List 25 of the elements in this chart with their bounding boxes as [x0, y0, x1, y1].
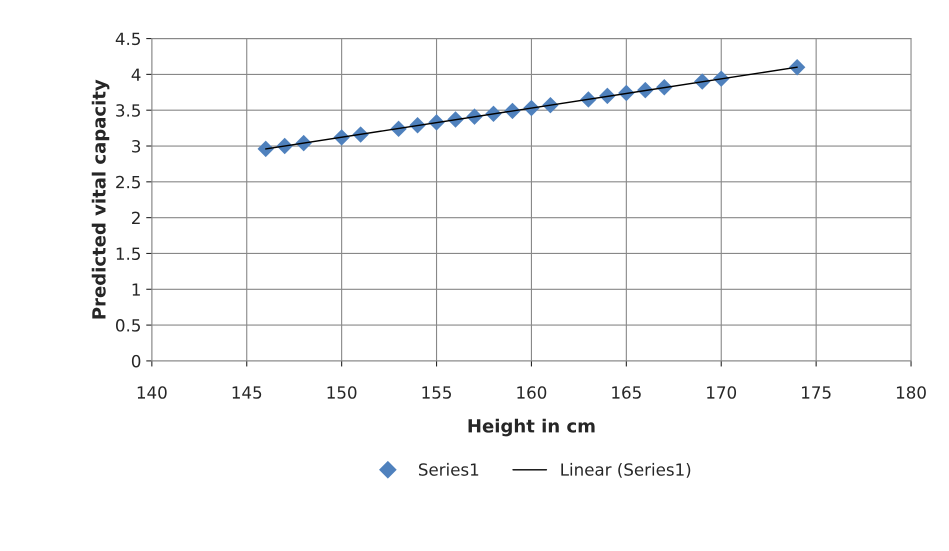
- y-tick-label: 3: [132, 140, 140, 153]
- x-tick-label: 150: [328, 386, 356, 399]
- x-tick-label: 175: [802, 386, 831, 399]
- point: [788, 59, 806, 76]
- y-tick-label: 0.5: [116, 319, 140, 332]
- y-tick-label: 3.5: [116, 104, 140, 117]
- y-axis-title: Predicted vital capacity: [92, 80, 110, 318]
- y-tick-label: 0: [132, 354, 140, 368]
- y-tick-label: 1.5: [116, 248, 140, 260]
- y-tick-label: 4.5: [116, 32, 140, 46]
- x-tick-label: 140: [138, 386, 167, 399]
- x-tick-label: 160: [517, 386, 546, 399]
- x-tick-label: 155: [422, 386, 451, 399]
- x-tick-label: 170: [707, 386, 736, 399]
- y-tick-label: 2.5: [116, 176, 140, 188]
- y-tick-label: 2: [132, 212, 140, 224]
- legend-label: Linear (Series1): [561, 462, 690, 478]
- x-tick-label: 145: [232, 386, 262, 399]
- y-tick-label: 1: [132, 283, 140, 296]
- x-axis-title: Height in cm: [468, 418, 595, 436]
- y-tick-label: 4: [132, 68, 140, 81]
- legend-label: Series1: [418, 462, 478, 476]
- x-tick-label: 180: [896, 386, 926, 399]
- x-tick-label: 165: [612, 386, 641, 399]
- point: [258, 140, 274, 158]
